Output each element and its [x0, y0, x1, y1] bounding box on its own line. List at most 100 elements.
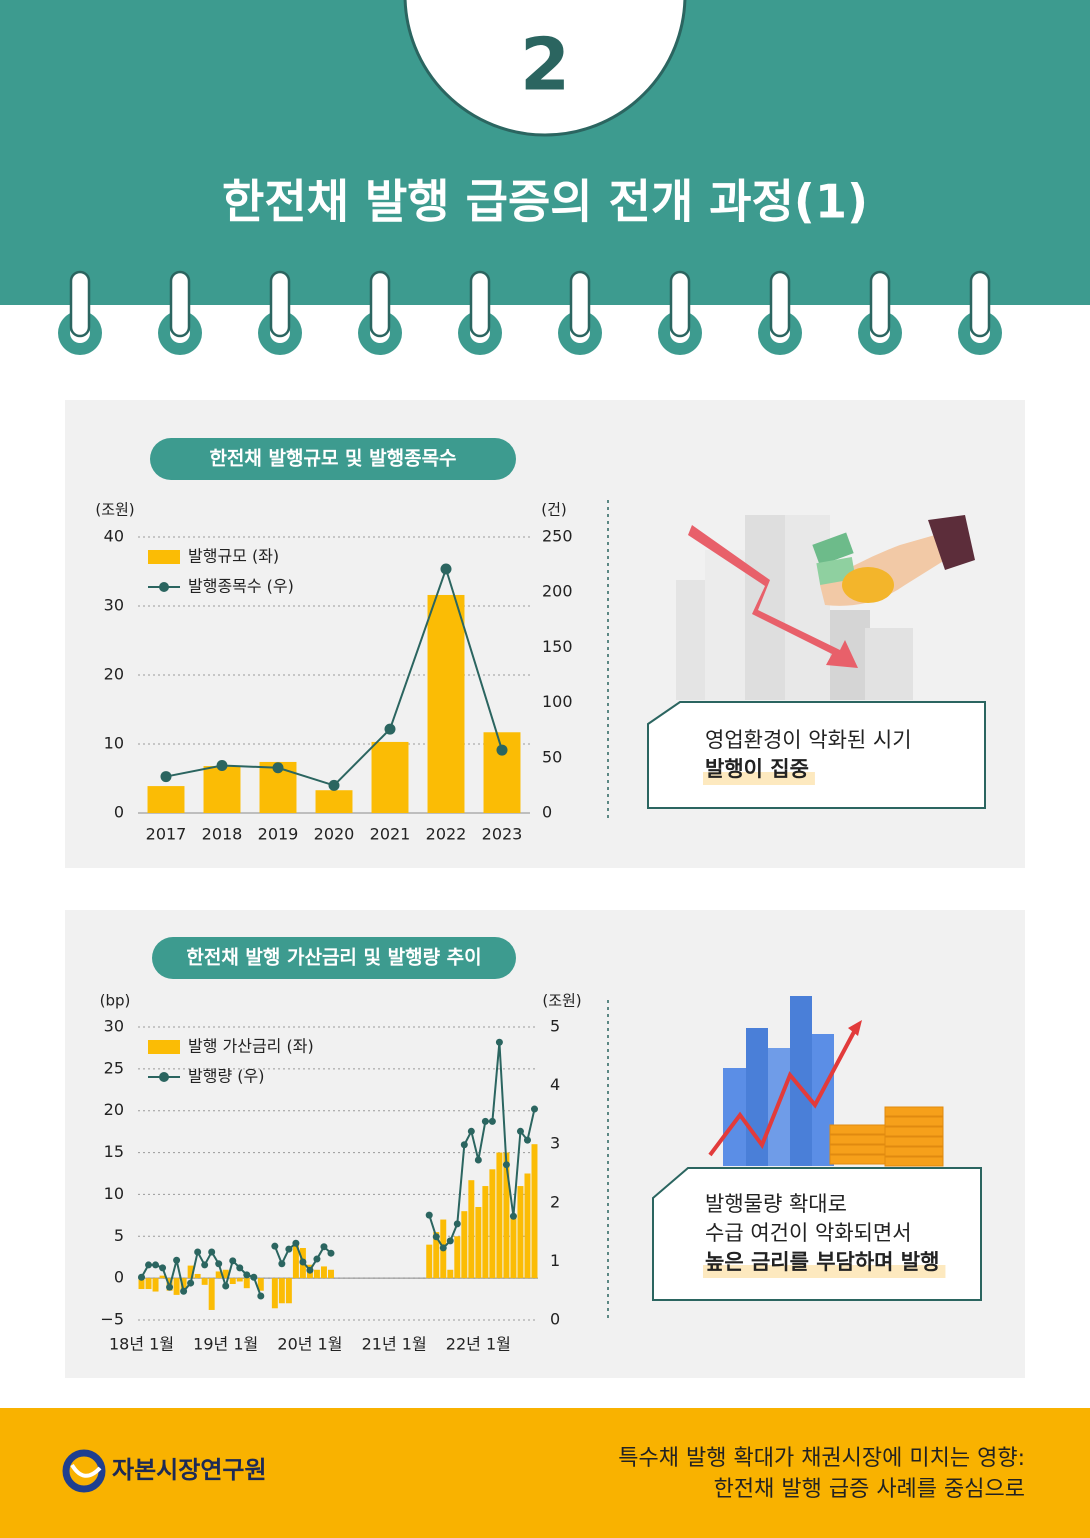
callout-emphasis: 발행이 집중 [705, 757, 809, 781]
line-marker [327, 1249, 335, 1257]
chart-title-pill [150, 438, 516, 480]
line-marker [194, 1248, 202, 1256]
legend-label: 발행 가산금리 (좌) [188, 1037, 314, 1056]
line-marker [243, 1271, 251, 1279]
line-marker [201, 1261, 209, 1269]
y2-tick-label: 50 [542, 747, 562, 766]
y-tick-label: 5 [114, 1226, 124, 1245]
line-marker [152, 1261, 160, 1269]
line-marker [272, 762, 284, 774]
x-tick-label: 2017 [146, 825, 187, 844]
line-marker [257, 1292, 265, 1300]
line-marker [481, 1117, 489, 1125]
x-tick-label: 2023 [482, 825, 523, 844]
report-title: 한전채 발행 급증 사례를 중심으로 [714, 1477, 1025, 1502]
footer-band [0, 1408, 1090, 1538]
line-marker [159, 1264, 167, 1272]
callout-emphasis: 높은 금리를 부담하며 발행 [705, 1250, 939, 1274]
callout-highlight [703, 1265, 946, 1278]
y-axis-unit: (bp) [100, 992, 131, 1010]
page-title: 한전채 발행 급증의 전개 과정(1) [222, 175, 868, 229]
ring [469, 270, 491, 338]
callout-highlight [703, 772, 815, 785]
x-tick-label: 2019 [258, 825, 299, 844]
y-tick-label: 10 [104, 1184, 124, 1203]
line-marker [236, 1264, 244, 1272]
bar [496, 1152, 503, 1279]
y2-tick-label: 0 [542, 803, 552, 822]
ring [369, 270, 391, 338]
callout-text: 영업환경이 악화된 시기 [705, 728, 912, 752]
bar [313, 1269, 320, 1279]
bar [152, 1278, 159, 1292]
x-tick-label: 20년 1월 [277, 1335, 342, 1354]
y2-axis-unit: (조원) [542, 992, 581, 1010]
bar [510, 1215, 517, 1279]
y2-tick-label: 1 [550, 1251, 560, 1270]
y-axis-unit: (조원) [95, 501, 134, 519]
y2-tick-label: 250 [542, 527, 573, 546]
callout-box [647, 701, 986, 809]
line-marker [187, 1279, 195, 1287]
line-marker [173, 1256, 181, 1264]
line-marker [285, 1245, 293, 1253]
y-tick-label: −5 [100, 1310, 124, 1329]
ring [669, 270, 691, 338]
bar [315, 790, 353, 813]
y-tick-label: 0 [114, 803, 124, 822]
line-marker [145, 1261, 153, 1269]
org-name: 자본시장연구원 [112, 1456, 267, 1484]
chart-title: 한전채 발행규모 및 발행종목수 [209, 448, 456, 470]
x-tick-label: 2020 [314, 825, 355, 844]
bar [208, 1278, 215, 1310]
ring [569, 270, 591, 338]
bar [483, 732, 521, 813]
bar [461, 1211, 468, 1279]
line-marker [328, 779, 340, 791]
line-marker [222, 1282, 230, 1290]
ring [769, 270, 791, 338]
bar [145, 1278, 152, 1290]
legend-label: 발행종목수 (우) [188, 577, 294, 596]
legend-swatch [148, 550, 180, 564]
line-marker [180, 1287, 188, 1295]
line-marker [215, 1260, 223, 1268]
line-marker [446, 1237, 454, 1245]
line-marker [460, 1141, 468, 1149]
logo [70, 1463, 102, 1478]
bar [180, 1278, 187, 1292]
line-marker [467, 1127, 475, 1135]
y2-tick-label: 2 [550, 1192, 560, 1211]
y-tick-label: 20 [104, 665, 124, 684]
bar [489, 1169, 496, 1279]
bar [215, 1271, 222, 1279]
legend-swatch [159, 582, 169, 592]
ring [869, 270, 891, 338]
y2-tick-label: 5 [550, 1017, 560, 1036]
line-marker [439, 1244, 447, 1252]
line-marker [496, 744, 508, 756]
line-marker [138, 1273, 146, 1281]
y2-tick-label: 100 [542, 692, 573, 711]
y-tick-label: 30 [104, 596, 124, 615]
x-tick-label: 18년 1월 [109, 1335, 174, 1354]
x-tick-label: 21년 1월 [362, 1335, 427, 1354]
line-marker [509, 1212, 517, 1220]
bar [278, 1278, 285, 1304]
bar [426, 1244, 433, 1279]
report-title: 특수채 발행 확대가 채권시장에 미치는 영향: [618, 1446, 1025, 1471]
bar [138, 1278, 145, 1290]
bar [517, 1186, 524, 1279]
chart-title: 한전채 발행 가산금리 및 발행량 추이 [186, 947, 481, 969]
logo [62, 1449, 106, 1493]
bar [285, 1278, 292, 1304]
line-marker [453, 1220, 461, 1228]
y2-tick-label: 150 [542, 637, 573, 656]
line-marker [216, 760, 228, 772]
y-tick-label: 15 [104, 1142, 124, 1161]
line-marker [440, 563, 452, 575]
x-tick-label: 2021 [370, 825, 411, 844]
bar [531, 1144, 538, 1279]
y2-tick-label: 200 [542, 582, 573, 601]
bar [433, 1232, 440, 1279]
